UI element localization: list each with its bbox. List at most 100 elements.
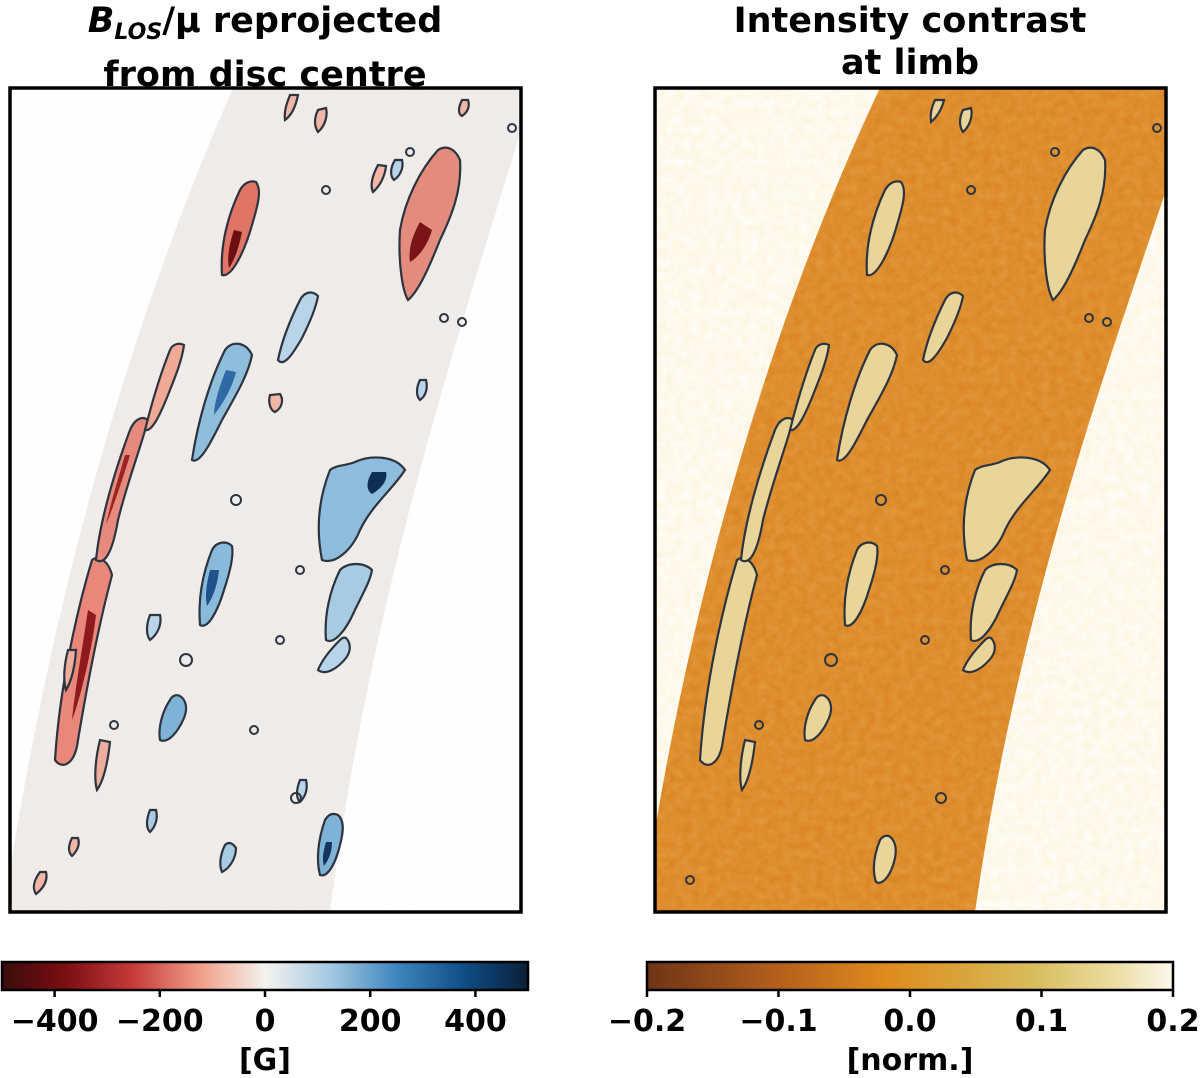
colorbar-gradient-bar bbox=[645, 960, 1175, 992]
contour-loop bbox=[1152, 123, 1162, 133]
contour-loop bbox=[875, 494, 887, 506]
feature bbox=[739, 738, 757, 793]
feature bbox=[94, 738, 112, 793]
feature bbox=[94, 416, 150, 563]
feature bbox=[1043, 146, 1107, 302]
title-line2: at limb bbox=[840, 43, 980, 83]
contour-loop bbox=[754, 720, 764, 730]
feature bbox=[415, 378, 428, 402]
negative-polarity-features bbox=[32, 93, 470, 896]
contour-loop bbox=[685, 875, 695, 885]
bfield-panel-frame bbox=[8, 86, 523, 914]
feature bbox=[398, 146, 462, 302]
contour-loop bbox=[1084, 313, 1094, 323]
feature bbox=[228, 230, 242, 268]
colorbar-tick-label: 0.2 bbox=[1146, 1004, 1199, 1039]
feature bbox=[72, 610, 96, 720]
intensity-panel bbox=[655, 88, 1166, 912]
contour-loop bbox=[295, 565, 305, 575]
feature bbox=[313, 106, 328, 134]
title-rest: /μ reprojected bbox=[162, 1, 443, 41]
feature bbox=[145, 613, 162, 642]
bfield-panel bbox=[10, 88, 521, 912]
feature bbox=[63, 648, 78, 693]
feature bbox=[106, 455, 130, 525]
contour-loop bbox=[966, 185, 976, 195]
feature bbox=[214, 370, 236, 415]
feature bbox=[219, 841, 238, 874]
colorbar-tick-label: 0 bbox=[255, 1004, 276, 1039]
intensity-colorbar: −0.2 −0.1 0.0 0.1 0.2 [norm.] bbox=[608, 960, 1200, 1078]
feature bbox=[865, 180, 906, 277]
contour-loop bbox=[275, 635, 285, 645]
feature bbox=[929, 98, 946, 125]
bright-features bbox=[698, 98, 1107, 884]
colorbar-tick-label: −0.2 bbox=[608, 1004, 686, 1039]
feature bbox=[276, 291, 320, 364]
colorbar-tick-label: −0.1 bbox=[739, 1004, 817, 1039]
right-panel-title: Intensity contrast at limb bbox=[655, 0, 1165, 84]
colorbar-tick-label: −200 bbox=[116, 1004, 204, 1039]
feature bbox=[457, 98, 470, 118]
intensity-panel-frame bbox=[653, 86, 1168, 914]
small-contours bbox=[685, 123, 1162, 885]
contour-loop bbox=[249, 725, 259, 735]
title-line1: Intensity contrast bbox=[733, 1, 1087, 41]
feature bbox=[324, 562, 374, 643]
feature bbox=[32, 870, 48, 896]
feature bbox=[370, 163, 388, 194]
bfield-colorbar: −400 −200 0 200 400 [G] bbox=[0, 960, 530, 1078]
feature bbox=[958, 106, 973, 134]
colorbar-tick-label: 200 bbox=[339, 1004, 402, 1039]
feature bbox=[698, 557, 759, 766]
feature bbox=[206, 570, 219, 606]
contour-loop bbox=[824, 653, 838, 667]
feature bbox=[316, 636, 351, 674]
title-subscript: LOS bbox=[114, 20, 163, 45]
feature bbox=[843, 541, 879, 627]
feature bbox=[835, 342, 899, 462]
feature bbox=[143, 342, 186, 432]
positive-polarity-features bbox=[145, 158, 428, 877]
contour-loop bbox=[1050, 147, 1060, 157]
colorbar-tick-label: −400 bbox=[11, 1004, 99, 1039]
feature bbox=[67, 836, 80, 858]
feature bbox=[962, 456, 1052, 563]
feature bbox=[367, 472, 387, 494]
feature bbox=[322, 842, 332, 866]
feature bbox=[268, 392, 284, 414]
feature bbox=[283, 93, 300, 122]
contour-loop bbox=[230, 494, 242, 506]
feature bbox=[409, 222, 432, 262]
contour-loop bbox=[457, 317, 467, 327]
contour-loop bbox=[920, 635, 930, 645]
colorbar-tick-label: 400 bbox=[444, 1004, 507, 1039]
colorbar-label: [norm.] bbox=[847, 1043, 974, 1078]
colorbar-label: [G] bbox=[239, 1043, 291, 1078]
feature bbox=[145, 808, 158, 834]
colorbar-gradient-bar bbox=[0, 960, 530, 992]
small-contours bbox=[109, 123, 517, 804]
contour-loop bbox=[179, 653, 193, 667]
feature bbox=[803, 694, 833, 742]
contour-loop bbox=[290, 792, 302, 804]
contour-loop bbox=[1102, 317, 1112, 327]
title-symbol: B bbox=[87, 1, 115, 41]
feature bbox=[788, 342, 831, 432]
feature bbox=[158, 694, 188, 742]
contour-loop bbox=[439, 313, 449, 323]
feature bbox=[390, 158, 404, 182]
feature bbox=[739, 416, 795, 563]
feature bbox=[921, 291, 965, 364]
colorbar-tick-label: 0.1 bbox=[1015, 1004, 1068, 1039]
feature bbox=[872, 834, 897, 884]
contour-loop bbox=[940, 565, 950, 575]
colorbar-tick-label: 0.0 bbox=[883, 1004, 936, 1039]
feature bbox=[961, 636, 996, 674]
contour-loop bbox=[507, 123, 517, 133]
contour-loop bbox=[935, 792, 947, 804]
contour-loop bbox=[405, 147, 415, 157]
feature bbox=[969, 562, 1019, 643]
contour-loop bbox=[321, 185, 331, 195]
